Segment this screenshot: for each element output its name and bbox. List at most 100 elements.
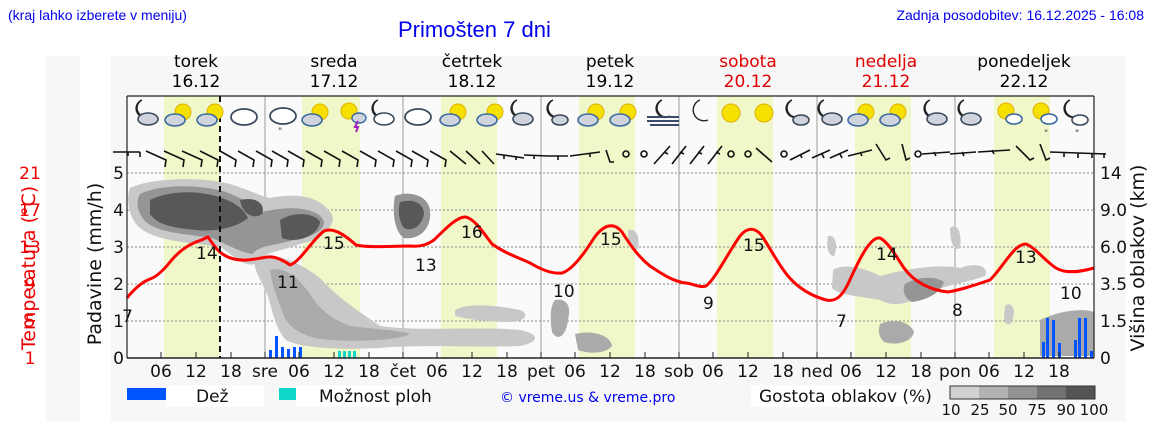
moon-cloud-icon xyxy=(785,99,810,126)
copyright-link[interactable]: © vreme.us & vreme.pro xyxy=(500,390,675,406)
svg-text:9: 9 xyxy=(25,275,36,295)
temp-label: 16 xyxy=(461,223,483,243)
svg-text:12: 12 xyxy=(737,362,759,382)
temp-label: 11 xyxy=(277,273,299,293)
moon-fog-icon xyxy=(647,99,679,126)
temperature-labels: 7 14 11 15 13 16 10 15 9 15 7 14 8 13 10 xyxy=(122,223,1082,332)
moon-cloud-icon xyxy=(510,99,534,126)
svg-text:": " xyxy=(1075,129,1079,139)
temp-label: 15 xyxy=(323,234,345,254)
temp-label: 14 xyxy=(196,244,218,264)
cloud-cover-layer xyxy=(128,179,1094,356)
svg-text:17: 17 xyxy=(19,201,41,221)
svg-text:": " xyxy=(1044,129,1048,139)
svg-text:sob: sob xyxy=(664,362,694,382)
svg-text:12: 12 xyxy=(461,362,483,382)
moon-cloud-icon xyxy=(546,99,569,126)
day-name: sobota xyxy=(719,52,777,72)
day-date: 16.12 xyxy=(171,72,221,92)
svg-text:12: 12 xyxy=(323,362,345,382)
svg-text:pon: pon xyxy=(939,362,971,382)
svg-text:0: 0 xyxy=(1100,349,1111,369)
svg-text:06: 06 xyxy=(288,362,310,382)
cloud-icon xyxy=(404,108,432,126)
svg-text:ned: ned xyxy=(801,362,833,382)
page-title: Primošten 7 dni xyxy=(398,17,551,42)
sun-cloud-icon xyxy=(164,103,192,127)
location-menu-hint: (kraj lahko izberete v meniju) xyxy=(8,7,187,23)
temp-label: 13 xyxy=(1015,248,1037,268)
svg-text:1: 1 xyxy=(25,349,36,369)
svg-text:čet: čet xyxy=(390,362,417,382)
day-name: četrtek xyxy=(441,52,503,72)
sun-cloud-icon xyxy=(301,103,329,127)
sun-icon xyxy=(721,103,741,123)
day-header-2: četrtek 18.12 xyxy=(403,52,541,92)
temp-label: 15 xyxy=(600,230,622,250)
showers-legend-label: Možnost ploh xyxy=(319,387,432,407)
precipitation-axis-label: Padavine (mm/h) xyxy=(84,183,106,346)
svg-text:pet: pet xyxy=(527,362,555,382)
svg-text:18: 18 xyxy=(220,362,242,382)
day-date: 21.12 xyxy=(861,72,911,92)
cloud-density-ticks: 10 25 50 75 90 100 xyxy=(941,401,1108,419)
sun-cloud-icon xyxy=(439,103,467,127)
sun-cloud-icon xyxy=(609,103,637,127)
weather-icons: " " " xyxy=(135,99,1089,139)
precipitation-ticks: 5 4 3 2 1 0 xyxy=(113,164,124,369)
moon-cloud-icon xyxy=(923,99,948,126)
temp-label: 7 xyxy=(836,312,847,332)
svg-text:06: 06 xyxy=(426,362,448,382)
cloud-icon xyxy=(230,108,258,126)
svg-text:18: 18 xyxy=(634,362,656,382)
svg-text:100: 100 xyxy=(1080,401,1109,419)
svg-text:6.0: 6.0 xyxy=(1100,238,1127,258)
moon-icon xyxy=(692,99,709,122)
x-tick-labels: 06 12 18 sre 06 12 18 čet 06 12 18 pet 06 12 18 sob … xyxy=(150,362,1070,382)
svg-text:3.5: 3.5 xyxy=(1100,275,1127,295)
svg-text:21: 21 xyxy=(19,164,41,184)
day-name: ponedeljek xyxy=(977,52,1071,72)
sun-cloud-icon xyxy=(577,103,605,127)
cloud-height-axis-label: Višina oblakov (km) xyxy=(1127,165,1149,352)
moon-cloud-icon xyxy=(817,99,843,126)
temperature-axis-label: Temperatura (°C) xyxy=(18,186,40,351)
rain-bars xyxy=(269,318,1093,358)
temp-label: 9 xyxy=(703,294,714,314)
day-name: petek xyxy=(585,52,635,72)
moon-cloud-icon xyxy=(957,99,982,126)
svg-text:": " xyxy=(278,127,282,137)
svg-text:18: 18 xyxy=(358,362,380,382)
day-date: 17.12 xyxy=(309,72,359,92)
temp-label: 13 xyxy=(415,256,437,276)
cloud-height-ticks: 14 9.0 6.0 3.5 1.5 0 xyxy=(1100,164,1127,369)
svg-text:5: 5 xyxy=(113,164,124,184)
temperature-line xyxy=(125,215,1095,302)
svg-text:12: 12 xyxy=(185,362,207,382)
day-date: 19.12 xyxy=(585,72,635,92)
svg-text:1: 1 xyxy=(113,312,124,332)
moon-cloud-icon xyxy=(371,99,395,126)
svg-text:4: 4 xyxy=(113,201,124,221)
moon-cloud-drizzle-icon: " xyxy=(1063,99,1089,139)
sun-icon xyxy=(754,103,774,123)
svg-text:1.5: 1.5 xyxy=(1100,312,1127,332)
svg-text:14: 14 xyxy=(1100,164,1122,184)
svg-text:12: 12 xyxy=(1013,362,1035,382)
temp-label: 14 xyxy=(876,245,898,265)
svg-text:10: 10 xyxy=(941,401,960,419)
day-header-6: ponedeljek 22.12 xyxy=(955,52,1093,92)
x-tick-marks xyxy=(160,352,1060,358)
day-header-0: torek 16.12 xyxy=(127,52,265,92)
day-header-3: petek 19.12 xyxy=(541,52,679,92)
last-updated: Zadnja posodobitev: 16.12.2025 - 16:08 xyxy=(896,7,1144,23)
svg-text:5: 5 xyxy=(25,312,36,332)
svg-text:06: 06 xyxy=(564,362,586,382)
day-date: 22.12 xyxy=(999,72,1049,92)
cloud-drizzle-icon: " xyxy=(269,107,297,137)
temp-label: 10 xyxy=(553,282,575,302)
svg-text:12: 12 xyxy=(875,362,897,382)
svg-text:90: 90 xyxy=(1056,401,1075,419)
svg-text:9.0: 9.0 xyxy=(1100,201,1127,221)
cloud-density-scale xyxy=(949,385,1096,400)
